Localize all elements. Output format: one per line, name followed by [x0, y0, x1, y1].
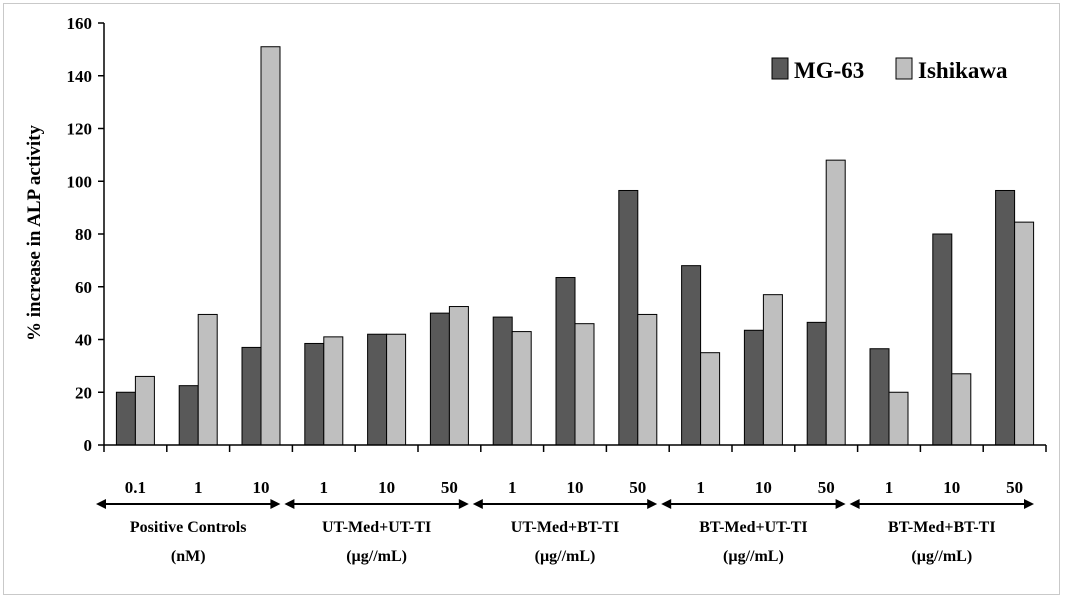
y-tick-label: 40	[75, 331, 92, 350]
group-unit-label: (µg//mL)	[723, 548, 784, 565]
bar-ishikawa-1	[134, 375, 155, 446]
bar-ishikawa-10	[700, 352, 721, 446]
bar-ishikawa-5	[386, 333, 407, 446]
bar-mg63-8	[555, 277, 576, 446]
bar-mg63-9	[618, 189, 639, 446]
x-tick-label: 10	[943, 478, 960, 497]
bar-mg63-3	[241, 346, 262, 446]
bar-ishikawa-11	[762, 294, 783, 446]
y-tick-label: 160	[67, 14, 93, 33]
bar-mg63-11	[743, 329, 764, 446]
legend: MG-63 Ishikawa	[771, 57, 1008, 83]
arrow-left-icon	[472, 499, 483, 509]
bar-ishikawa-12	[825, 159, 846, 446]
bar-mg63-4	[304, 342, 325, 446]
bar-mg63-10	[681, 265, 702, 446]
group-labels: Positive Controls (nM) UT-Med+UT-TI (µg//mL…	[96, 499, 1034, 565]
x-tick-label: 0.1	[125, 478, 146, 497]
bar-ishikawa-7	[511, 331, 532, 446]
bar-ishikawa-9	[637, 313, 658, 446]
bar-ishikawa-13	[888, 391, 909, 446]
x-tick-label: 1	[696, 478, 705, 497]
bar-mg63-12	[806, 321, 827, 446]
x-tick-label: 50	[441, 478, 458, 497]
x-tick-label: 10	[755, 478, 772, 497]
arrow-right-icon	[835, 499, 846, 509]
legend-label: Ishikawa	[918, 58, 1008, 83]
y-tick-label: 140	[67, 67, 93, 86]
y-tick-label: 100	[67, 172, 93, 191]
legend-label: MG-63	[794, 58, 864, 83]
group-unit-label: (nM)	[171, 548, 206, 565]
y-axis-label: % increase in ALP activity	[24, 124, 45, 341]
bars-layer	[115, 46, 1035, 446]
bar-mg63-14	[932, 233, 953, 446]
bar-ishikawa-2	[197, 313, 218, 446]
arrow-right-icon	[647, 499, 658, 509]
x-tick-label: 1	[885, 478, 894, 497]
y-tick-label: 120	[67, 120, 93, 139]
bar-ishikawa-14	[951, 373, 972, 446]
x-tick-labels: 0.1 1 10 1 10 50 1 10 50 1 10 50 1 10 50	[125, 478, 1023, 497]
arrow-left-icon	[849, 499, 860, 509]
arrow-right-icon	[270, 499, 281, 509]
y-tick-label: 80	[75, 225, 92, 244]
x-tick-label: 10	[567, 478, 584, 497]
x-tick-label: 10	[378, 478, 395, 497]
bar-mg63-7	[492, 316, 513, 446]
x-tick-label: 1	[194, 478, 203, 497]
y-tick-labels: 0 20 40 60 80 100 120 140 160	[67, 14, 93, 455]
x-tick-label: 1	[508, 478, 517, 497]
chart-frame	[3, 3, 1060, 595]
bar-ishikawa-8	[574, 323, 595, 446]
y-tick-label: 0	[84, 436, 93, 455]
group-label: BT-Med+BT-TI	[888, 519, 996, 536]
group-unit-label: (µg//mL)	[535, 548, 596, 565]
group-label: BT-Med+UT-TI	[699, 519, 807, 536]
bar-mg63-5	[367, 333, 388, 446]
arrow-left-icon	[661, 499, 672, 509]
legend-swatch	[771, 57, 789, 80]
y-tick-label: 60	[75, 278, 92, 297]
bar-mg63-13	[869, 348, 890, 446]
group-unit-label: (µg//mL)	[911, 548, 972, 565]
y-tick-label: 20	[75, 383, 92, 402]
bar-mg63-2	[178, 385, 199, 446]
arrow-left-icon	[96, 499, 106, 509]
bar-ishikawa-15	[1014, 221, 1035, 446]
arrow-left-icon	[284, 499, 295, 509]
group-label: UT-Med+BT-TI	[511, 519, 619, 536]
x-tick-label: 10	[253, 478, 270, 497]
group-label: Positive Controls	[130, 519, 247, 536]
legend-swatch	[895, 57, 913, 80]
x-tick-label: 50	[818, 478, 835, 497]
bar-ishikawa-3	[260, 46, 281, 446]
x-tick-label: 50	[1006, 478, 1023, 497]
axes-layer	[98, 22, 1047, 452]
arrow-right-icon	[458, 499, 469, 509]
bar-ishikawa-4	[323, 336, 344, 446]
group-label: UT-Med+UT-TI	[322, 519, 431, 536]
bar-mg63-1	[115, 391, 136, 446]
group-unit-label: (µg//mL)	[346, 548, 407, 565]
bar-mg63-6	[429, 312, 450, 446]
x-tick-label: 1	[320, 478, 329, 497]
arrow-right-icon	[1024, 499, 1034, 509]
x-tick-label: 50	[629, 478, 646, 497]
bar-ishikawa-6	[448, 306, 469, 446]
bar-mg63-15	[995, 189, 1016, 446]
